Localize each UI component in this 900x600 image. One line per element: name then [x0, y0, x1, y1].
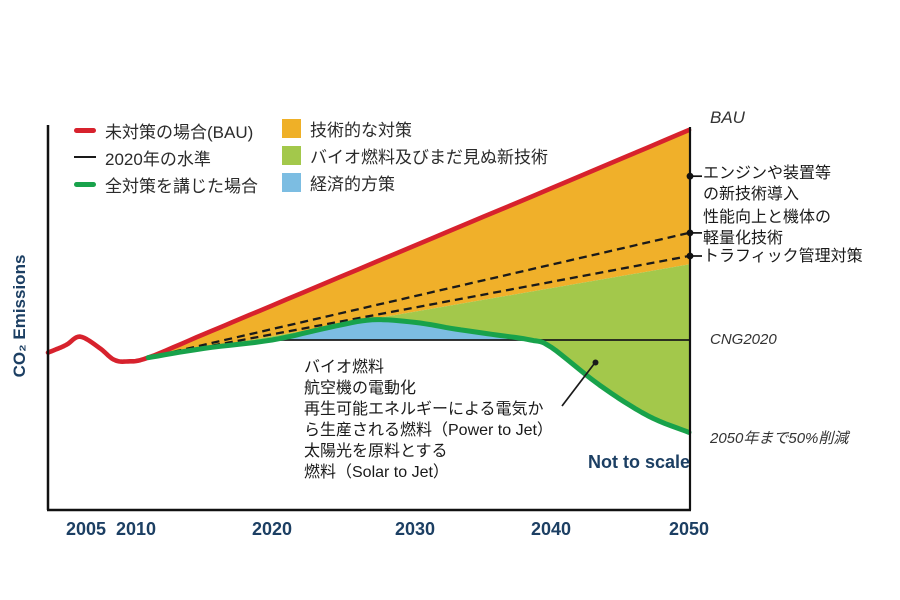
marker-dot-2: [686, 252, 694, 260]
x-tick-2005: 2005: [65, 519, 107, 539]
callout-leader-dot: [592, 359, 599, 366]
bio-area-swatch: [282, 145, 301, 165]
reduction-50pct-label: 2050年まで50%削減: [710, 430, 849, 447]
legend-label: 2020年の水準: [105, 149, 211, 169]
not-to-scale-note: Not to scale: [588, 452, 691, 472]
all-measures-line: [145, 317, 692, 435]
area-bau-techall: [148, 130, 689, 358]
legend-column-areas: 技術的な対策 バイオ燃料及びまだ見ぬ新技術 経済的方策: [282, 117, 548, 198]
legend-item-2020-level: 2020年の水準: [74, 146, 258, 169]
legend-item-economic-measures: 経済的方策: [282, 171, 548, 194]
x-tick-2020: 2020: [251, 519, 293, 539]
all-measures-line-swatch: [74, 181, 96, 187]
x-tick-2030: 2030: [394, 519, 436, 539]
annotation-performance-lightweight: 性能向上と機体の 軽量化技術: [703, 209, 832, 247]
legend-label: 全対策を講じた場合: [105, 176, 258, 196]
tech2-dashed-line: [148, 254, 690, 359]
legend-label: 技術的な対策: [310, 120, 412, 140]
cng2020-label: CNG2020: [710, 331, 777, 348]
tech-area-swatch: [282, 118, 301, 138]
tech1-dashed-line: [147, 231, 690, 359]
annotation-traffic-management: トラフィック管理対策: [703, 248, 863, 265]
level-line-swatch: [74, 156, 96, 158]
marker-dot-0: [686, 172, 694, 180]
x-tick-2040: 2040: [530, 519, 572, 539]
legend-item-tech-measures: 技術的な対策: [282, 117, 548, 140]
bau-line-swatch: [74, 127, 96, 133]
economic-area-swatch: [282, 172, 301, 192]
area-techall-all: [148, 264, 689, 433]
legend-column-lines: 未対策の場合(BAU) 2020年の水準 全対策を講じた場合: [74, 119, 258, 200]
legend-label: バイオ燃料及びまだ見ぬ新技術: [310, 147, 548, 167]
y-axis-label: CO₂ Emissions: [10, 254, 29, 378]
x-tick-2010: 2010: [115, 519, 157, 539]
legend-label: 経済的方策: [310, 174, 395, 194]
bau-line: [45, 127, 692, 364]
area-all-cng: [272, 319, 531, 340]
annotation-engine-newtech: エンジンや装置等 の新技術導入: [703, 165, 832, 203]
legend-item-biofuel-newtech: バイオ燃料及びまだ見ぬ新技術: [282, 144, 548, 167]
legend-item-bau: 未対策の場合(BAU): [74, 119, 258, 142]
callout-leader-line: [561, 363, 595, 407]
legend-label: 未対策の場合(BAU): [105, 122, 254, 142]
legend-item-all-measures: 全対策を講じた場合: [74, 173, 258, 196]
x-tick-2050: 2050: [668, 519, 710, 539]
biofuel-callout-text: バイオ燃料 航空機の電動化 再生可能エネルギーによる電気か ら生産される燃料（P…: [304, 359, 553, 481]
marker-dot-1: [686, 229, 694, 237]
bau-label: BAU: [710, 108, 745, 127]
